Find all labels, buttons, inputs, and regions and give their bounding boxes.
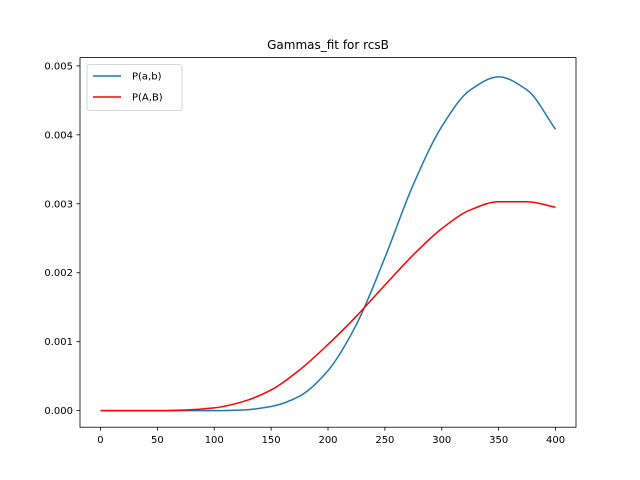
x-tick-label: 400 [546,435,565,446]
x-tick-label: 100 [205,435,224,446]
x-tick-label: 0 [97,435,103,446]
x-tick-label: 150 [262,435,281,446]
legend-label-2: P(A,B) [132,93,163,104]
legend-label-1: P(a,b) [132,72,162,83]
x-tick-label: 300 [432,435,451,446]
series-line-2 [100,200,556,412]
x-tick-label: 250 [375,435,394,446]
plot-lines [100,76,557,412]
series-line-1 [100,76,557,412]
x-tick-label: 350 [489,435,508,446]
x-tick-label: 50 [151,435,164,446]
legend: P(a,b) P(A,B) [86,64,183,111]
y-tick-label: 0.004 [44,130,73,141]
y-tick-label: 0.002 [44,268,73,279]
y-tick-label: 0.000 [44,406,73,417]
y-tick-label: 0.001 [44,337,73,348]
y-tick-label: 0.003 [44,199,73,210]
x-tick-label: 200 [318,435,337,446]
x-axis: 0 50 100 150 200 250 300 350 400 [97,427,565,446]
y-tick-label: 0.005 [44,61,73,72]
y-axis: 0.000 0.001 0.002 0.003 0.004 0.005 [44,61,80,417]
chart-title: Gammas_fit for rcsB [267,38,389,52]
